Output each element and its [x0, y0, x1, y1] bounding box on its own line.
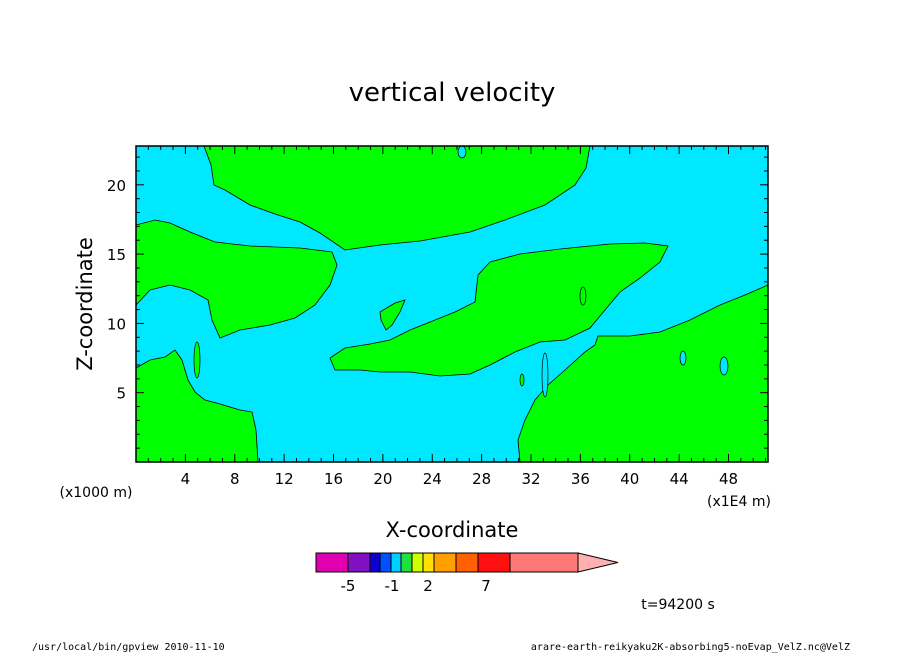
y-scale-note: (x1000 m) — [60, 485, 133, 501]
x-tick-label: 44 — [670, 470, 689, 488]
footer-right: arare-earth-reikyaku2K-absorbing5-noEvap… — [531, 642, 850, 653]
axes-ticks — [136, 146, 768, 462]
x-tick-label: 8 — [230, 470, 240, 488]
x-axis-label: X-coordinate — [386, 518, 519, 542]
pocket — [457, 146, 467, 159]
x-scale-note: (x1E4 m) — [707, 494, 771, 510]
y-tick-label: 5 — [116, 385, 126, 403]
colorbar-swatch — [400, 552, 413, 573]
x-tick-label: 28 — [472, 470, 491, 488]
positive-region-lower-left — [136, 349, 259, 462]
pocket — [679, 350, 687, 366]
colorbar-swatch — [509, 552, 579, 573]
y-axis-label: Z-coordinate — [73, 237, 97, 371]
colorbar-swatch — [477, 552, 511, 573]
colorbar-swatch — [390, 552, 402, 573]
x-tick-label: 4 — [181, 470, 191, 488]
plot-area — [136, 146, 768, 462]
x-tick-label: 48 — [719, 470, 738, 488]
colorbar — [315, 552, 619, 573]
colorbar-swatch — [347, 552, 371, 573]
pocket — [579, 286, 587, 306]
x-tick-label: 12 — [275, 470, 294, 488]
colorbar-label: 2 — [423, 577, 433, 595]
colorbar-swatch — [411, 552, 424, 573]
positive-region-top — [203, 146, 591, 251]
y-tick-label: 10 — [107, 315, 126, 333]
colorbar-extend-arrow — [577, 552, 619, 573]
colorbar-swatch — [455, 552, 479, 573]
positive-region-center — [329, 242, 669, 377]
colorbar-labels: -5 -1 2 7 — [341, 577, 491, 595]
pocket — [719, 356, 729, 376]
x-tick-label: 20 — [373, 470, 392, 488]
y-tick-label: 20 — [107, 177, 126, 195]
x-tick-label: 24 — [423, 470, 442, 488]
colorbar-label: -1 — [385, 577, 400, 595]
x-tick-label: 32 — [521, 470, 540, 488]
time-label: t=94200 s — [641, 597, 715, 613]
positive-region-left-mid — [136, 219, 338, 339]
y-tick-label: 15 — [107, 246, 126, 264]
footer-left: /usr/local/bin/gpview 2010-11-10 — [32, 642, 225, 653]
positive-region-small — [379, 299, 406, 331]
pocket — [193, 341, 201, 379]
colorbar-swatch — [369, 552, 381, 573]
pocket — [541, 352, 549, 398]
colorbar-label: -5 — [341, 577, 356, 595]
x-tick-label: 36 — [571, 470, 590, 488]
positive-region-lower-right — [517, 284, 768, 462]
pocket — [519, 373, 525, 387]
colorbar-swatch — [315, 552, 349, 573]
x-tick-label: 40 — [620, 470, 639, 488]
colorbar-swatch — [379, 552, 392, 573]
colorbar-swatch — [422, 552, 435, 573]
plot-frame — [135, 145, 769, 463]
chart-title: vertical velocity — [349, 78, 556, 108]
x-tick-label: 16 — [324, 470, 343, 488]
colorbar-swatch — [433, 552, 457, 573]
colorbar-label: 7 — [481, 577, 491, 595]
